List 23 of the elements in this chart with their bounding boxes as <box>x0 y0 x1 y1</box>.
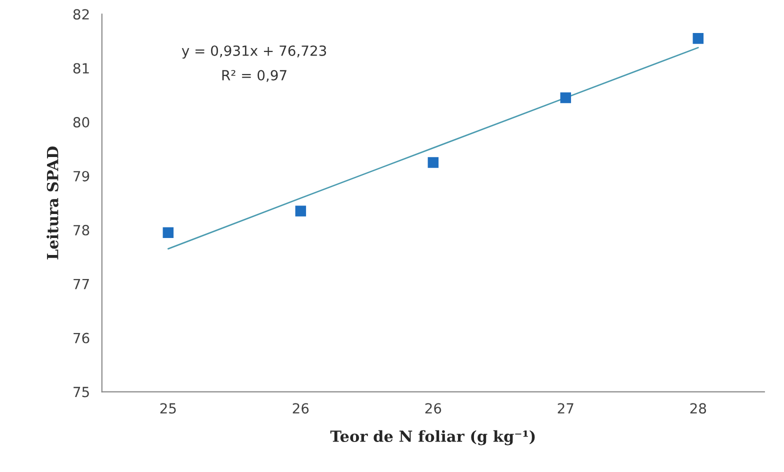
x-tick-label: 26 <box>425 403 442 414</box>
x-tick-label: 26 <box>292 403 309 414</box>
x-tick-label: 25 <box>160 403 176 414</box>
y-tick-label: 82 <box>73 9 89 20</box>
point <box>162 227 174 238</box>
annotation: R² = 0,97 <box>222 70 286 82</box>
y-tick-label: 78 <box>74 224 90 236</box>
point <box>428 157 439 168</box>
y-tick-label: 79 <box>74 170 90 182</box>
x-axis-title: Teor de N foliar (g kg⁻¹) <box>330 430 535 446</box>
line-series <box>167 46 699 250</box>
y-axis-title: Leitura SPAD <box>46 146 58 260</box>
point <box>692 33 704 44</box>
point <box>560 92 572 104</box>
y-tick-label: 77 <box>74 279 89 290</box>
x-tick-label: 27 <box>558 403 574 414</box>
y-tick-label: 75 <box>74 386 89 398</box>
x-tick-label: 28 <box>690 403 706 414</box>
y-tick-label: 76 <box>74 332 90 344</box>
y-tick-label: 80 <box>73 117 90 128</box>
annotation: y = 0,931x + 76,723 <box>182 45 326 59</box>
point <box>295 206 306 216</box>
y-tick-label: 81 <box>73 63 89 74</box>
